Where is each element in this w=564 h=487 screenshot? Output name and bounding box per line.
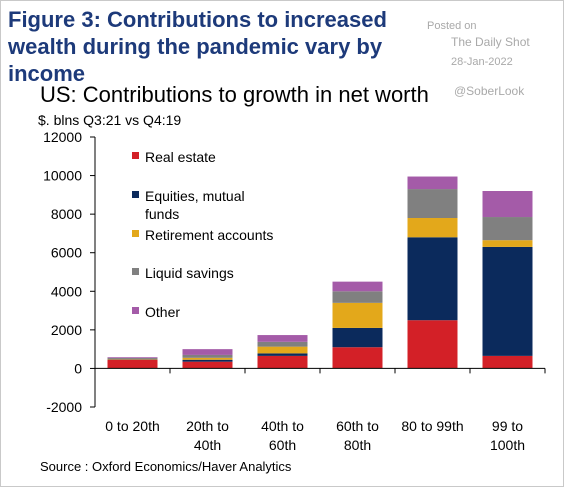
legend-label: Other	[145, 304, 180, 320]
legend-label: funds	[145, 206, 179, 222]
bar-segment	[482, 217, 533, 241]
legend-label: Real estate	[145, 149, 216, 165]
x-tick-label: 0 to 20th	[105, 418, 160, 434]
y-tick-label: 2000	[51, 322, 82, 338]
x-tick-label: 20th to	[186, 418, 229, 434]
chart-subtitle: $. blns Q3:21 vs Q4:19	[38, 112, 182, 128]
x-tick-label: 60th	[269, 437, 296, 453]
bar-segment	[407, 189, 458, 218]
bar-segment	[332, 281, 383, 292]
bar-segment	[257, 335, 308, 342]
legend-swatch	[132, 230, 139, 237]
bar-segment	[107, 357, 158, 359]
chart-title: US: Contributions to growth in net worth	[40, 82, 429, 107]
figure-title: Figure 3: Contributions to increased wea…	[8, 7, 387, 86]
legend-label: Liquid savings	[145, 265, 234, 281]
x-tick-label: 80 to 99th	[401, 418, 463, 434]
bar-segment	[332, 327, 383, 348]
y-tick-label: 8000	[51, 206, 82, 222]
x-tick-label: 40th	[194, 437, 221, 453]
bar-segment	[407, 176, 458, 190]
y-tick-label: -2000	[46, 399, 82, 415]
y-tick-label: 4000	[51, 283, 82, 299]
bar-segment	[332, 347, 383, 369]
bar-segment	[407, 237, 458, 321]
legend-swatch	[132, 307, 139, 314]
legend-swatch	[132, 268, 139, 275]
legend-swatch	[132, 191, 139, 198]
x-tick-label: 60th to	[336, 418, 379, 434]
bar-segment	[107, 359, 158, 369]
bar-segment	[482, 246, 533, 356]
bar-segment	[257, 355, 308, 369]
bar-segment	[257, 346, 308, 354]
bar-segment	[107, 358, 158, 359]
y-tick-label: 10000	[43, 168, 82, 184]
bar-segment	[182, 349, 233, 355]
y-tick-label: 0	[74, 360, 82, 376]
x-tick-label: 100th	[490, 437, 525, 453]
bar-segment	[482, 355, 533, 369]
bar-segment	[332, 302, 383, 328]
watermark-site: The Daily Shot	[451, 35, 530, 49]
watermark-posted-on: Posted on	[427, 20, 477, 32]
source-note: Source : Oxford Economics/Haver Analytic…	[40, 459, 292, 474]
bar-segment	[482, 240, 533, 247]
bar-segment	[182, 354, 233, 358]
watermark-date: 28-Jan-2022	[451, 56, 513, 68]
x-tick-label: 40th to	[261, 418, 304, 434]
bar-segment	[182, 357, 233, 360]
x-tick-label: 99 to	[492, 418, 523, 434]
bar-segment	[332, 291, 383, 303]
bar-segment	[407, 320, 458, 369]
legend-label: Retirement accounts	[145, 227, 273, 243]
y-tick-label: 6000	[51, 245, 82, 261]
bar-segment	[182, 361, 233, 369]
bar-segment	[482, 191, 533, 218]
y-tick-label: 12000	[43, 129, 82, 145]
bar-segment	[257, 353, 308, 356]
bar-segment	[257, 341, 308, 347]
bar-segment	[182, 359, 233, 362]
legend-swatch	[132, 152, 139, 159]
legend-label: Equities, mutual	[145, 188, 245, 204]
x-tick-label: 80th	[344, 437, 371, 453]
bar-segment	[407, 218, 458, 238]
watermark-handle: @SoberLook	[454, 84, 525, 98]
